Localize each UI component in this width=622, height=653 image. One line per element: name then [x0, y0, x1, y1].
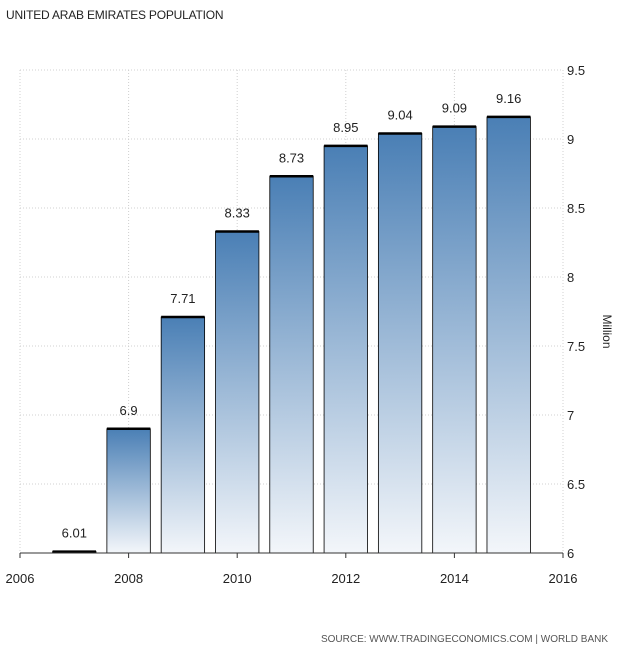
data-label-2014: 9.09	[442, 101, 467, 116]
y-axis: 6 6.5 7 7.5 8 8.5 9 9.5	[567, 63, 585, 561]
bar-2015	[486, 116, 531, 554]
data-label-2007: 6.01	[62, 526, 87, 541]
x-tick-label: 2016	[549, 571, 578, 586]
y-tick-label: 6.5	[567, 477, 585, 492]
x-tick-label: 2010	[223, 571, 252, 586]
x-tick-label: 2012	[331, 571, 360, 586]
bar-2010	[215, 231, 260, 554]
x-axis: 2006 2008 2010 2012 2014 2016	[6, 552, 578, 586]
y-tick-label: 6	[567, 546, 574, 561]
data-label-2010: 8.33	[225, 205, 250, 220]
bars	[52, 115, 531, 554]
data-label-2012: 8.95	[333, 120, 358, 135]
y-axis-label: Million	[600, 314, 614, 348]
y-tick-label: 9	[567, 132, 574, 147]
bar-2009	[160, 316, 206, 554]
bar-2013	[377, 133, 423, 554]
data-label-2008: 6.9	[120, 403, 138, 418]
y-tick-label: 7	[567, 408, 574, 423]
bar-2012	[323, 145, 368, 554]
data-label-2011: 8.73	[279, 150, 304, 165]
x-tick-label: 2008	[114, 571, 143, 586]
data-label-2009: 7.71	[170, 291, 195, 306]
chart-title: UNITED ARAB EMIRATES POPULATION	[6, 8, 224, 22]
data-label-2013: 9.04	[387, 107, 412, 122]
chart-source: SOURCE: WWW.TRADINGECONOMICS.COM | WORLD…	[320, 634, 608, 645]
x-tick-label: 2006	[6, 571, 35, 586]
bar-2011	[269, 175, 314, 554]
y-tick-label: 7.5	[567, 339, 585, 354]
y-tick-label: 8	[567, 270, 574, 285]
y-tick-label: 8.5	[567, 201, 585, 216]
x-tick-label: 2014	[440, 571, 469, 586]
y-tick-label: 9.5	[567, 63, 585, 78]
data-labels: 6.01 6.9 7.71 8.33 8.73 8.95 9.04 9.09 9.16	[62, 91, 522, 541]
bar-2014	[432, 126, 477, 554]
bar-2008	[106, 428, 151, 554]
data-label-2015: 9.16	[496, 91, 521, 106]
